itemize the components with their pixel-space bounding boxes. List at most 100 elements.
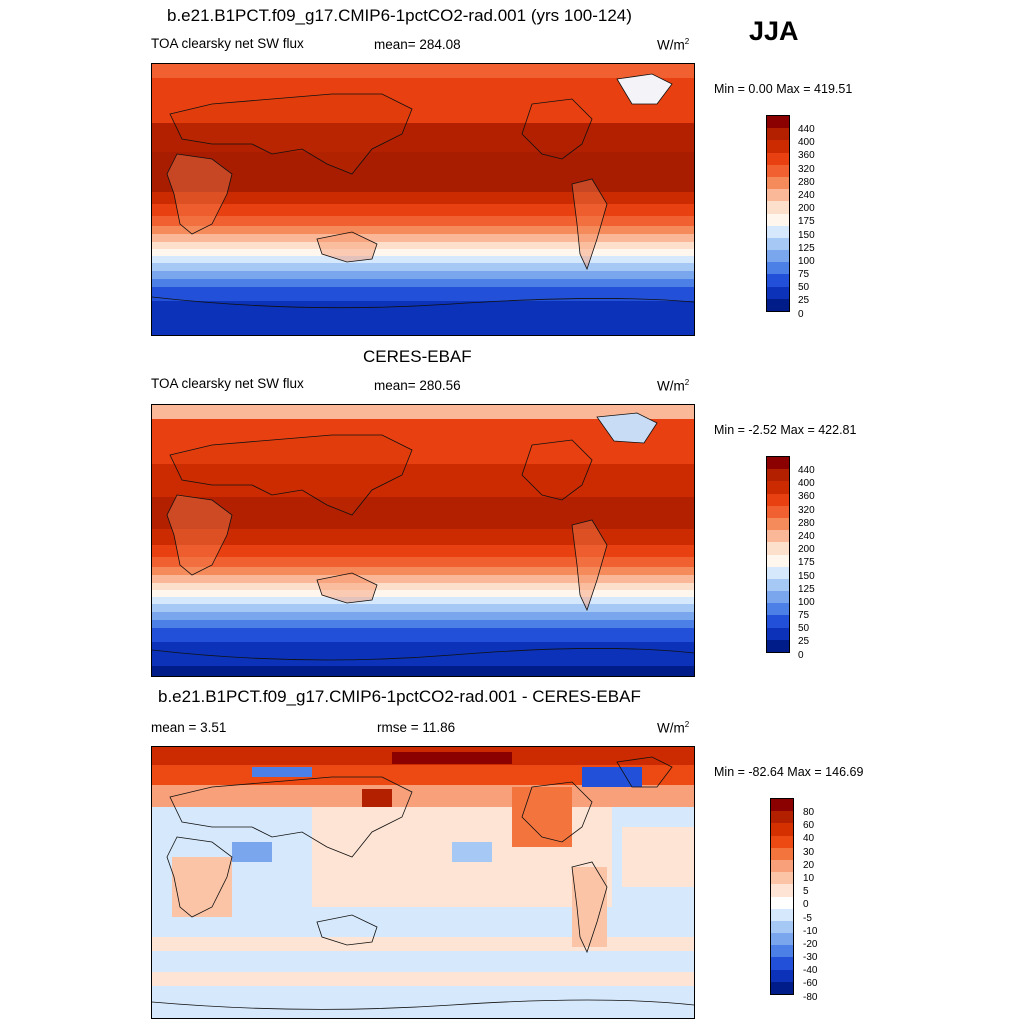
panel-2-map: [151, 404, 695, 677]
panel-3-mean-label: mean = 3.51: [151, 720, 227, 735]
colorbar-swatch: [771, 811, 793, 824]
panel-1-field-label: TOA clearsky net SW flux: [151, 36, 304, 51]
colorbar-swatch: [767, 140, 789, 153]
colorbar-tick: 10: [803, 872, 815, 884]
colorbar-tick: -80: [803, 991, 818, 1003]
colorbar-swatch: [767, 554, 789, 567]
colorbar-swatch: [771, 847, 793, 860]
colorbar-swatch: [767, 213, 789, 226]
colorbar-swatch: [767, 152, 789, 165]
colorbar-swatch: [767, 481, 789, 494]
colorbar-tick: 20: [803, 859, 815, 871]
panel-2-mean-label: mean= 280.56: [374, 378, 461, 393]
colorbar-tick: 60: [803, 820, 815, 832]
panel-3-units: W/m2: [657, 720, 690, 736]
colorbar-swatch: [771, 957, 793, 970]
colorbar-swatch: [767, 615, 789, 628]
colorbar-swatch: [767, 274, 789, 287]
colorbar-swatch: [771, 884, 793, 897]
colorbar-swatch: [767, 566, 789, 579]
panel-3-colorbar: [770, 798, 794, 995]
colorbar-swatch: [771, 823, 793, 836]
colorbar-swatch: [767, 517, 789, 531]
colorbar-tick: 0: [803, 899, 809, 911]
colorbar-tick: 400: [798, 137, 815, 149]
colorbar-tick: 50: [798, 623, 810, 635]
colorbar-swatch: [767, 457, 789, 470]
panel-1-minmax: Min = 0.00 Max = 419.51: [714, 82, 853, 96]
colorbar-swatch: [767, 201, 789, 214]
colorbar-swatch: [771, 799, 793, 812]
colorbar-swatch: [771, 933, 793, 946]
colorbar-tick: -20: [803, 938, 818, 950]
colorbar-tick: 400: [798, 478, 815, 490]
colorbar-tick: 75: [798, 610, 810, 622]
colorbar-swatch: [767, 237, 789, 251]
colorbar-swatch: [767, 603, 789, 616]
colorbar-tick: 40: [803, 833, 815, 845]
colorbar-tick: 75: [798, 269, 810, 281]
colorbar-swatch: [767, 627, 789, 640]
colorbar-tick: 360: [798, 491, 815, 503]
colorbar-swatch: [771, 920, 793, 934]
panel-3-map: [151, 746, 695, 1019]
panel-3-rmse-label: rmse = 11.86: [377, 720, 456, 735]
colorbar-tick: 440: [798, 124, 815, 135]
panel-2-field-label: TOA clearsky net SW flux: [151, 376, 304, 391]
panel-2-zonal-bands: [152, 405, 694, 676]
colorbar-tick: -10: [803, 925, 818, 937]
colorbar-swatch: [771, 908, 793, 921]
panel-3-colorbar-labels: 80 60 40 30 20 10 5 0 -5 -10 -20 -30 -40…: [803, 806, 817, 1004]
panel-1-zonal-bands: [152, 64, 694, 335]
panel-1-units: W/m2: [657, 37, 690, 53]
colorbar-tick: 0: [798, 649, 804, 661]
colorbar-tick: 175: [798, 216, 815, 228]
colorbar-tick: -5: [803, 912, 812, 924]
colorbar-tick: 125: [798, 583, 815, 595]
colorbar-swatch: [767, 530, 789, 543]
colorbar-tick: 440: [798, 465, 815, 476]
colorbar-tick: 320: [798, 504, 815, 516]
colorbar-swatch: [767, 164, 789, 177]
colorbar-swatch: [767, 189, 789, 202]
panel-1-colorbar-labels: 440 400 360 320 280 240 200 175 150 125 …: [798, 123, 815, 321]
panel-2-units: W/m2: [657, 378, 690, 394]
colorbar-tick: 200: [798, 203, 815, 215]
colorbar-tick: 80: [803, 807, 815, 818]
colorbar-swatch: [767, 639, 789, 652]
colorbar-tick: 25: [798, 295, 810, 307]
colorbar-tick: 25: [798, 636, 810, 648]
colorbar-swatch: [771, 896, 793, 909]
colorbar-tick: -60: [803, 978, 818, 990]
colorbar-swatch: [771, 969, 793, 982]
colorbar-swatch: [767, 542, 789, 555]
colorbar-tick: 280: [798, 517, 815, 529]
panel-3-minmax: Min = -82.64 Max = 146.69: [714, 765, 864, 779]
colorbar-swatch: [767, 591, 789, 604]
colorbar-swatch: [771, 835, 793, 848]
panel-1-colorbar: [766, 115, 790, 312]
colorbar-swatch: [767, 176, 789, 190]
colorbar-tick: 150: [798, 570, 815, 582]
colorbar-swatch: [767, 116, 789, 129]
panel-2-colorbar-labels: 440 400 360 320 280 240 200 175 150 125 …: [798, 464, 815, 662]
colorbar-tick: -30: [803, 952, 818, 964]
colorbar-tick: 0: [798, 308, 804, 320]
panel-2-continents: [152, 412, 694, 661]
colorbar-tick: 320: [798, 163, 815, 175]
colorbar-swatch: [767, 262, 789, 275]
panel-2-title: CERES-EBAF: [363, 347, 472, 366]
colorbar-tick: 175: [798, 557, 815, 569]
panel-3-background: [152, 747, 694, 1018]
panel-1-title: b.e21.B1PCT.f09_g17.CMIP6-1pctCO2-rad.00…: [167, 6, 632, 25]
colorbar-tick: 100: [798, 255, 815, 267]
colorbar-tick: 125: [798, 242, 815, 254]
panel-3-continents: [152, 756, 694, 1010]
panel-3-title: b.e21.B1PCT.f09_g17.CMIP6-1pctCO2-rad.00…: [158, 687, 641, 706]
colorbar-swatch: [771, 981, 793, 994]
colorbar-tick: 360: [798, 150, 815, 162]
colorbar-tick: 240: [798, 189, 815, 201]
colorbar-tick: 200: [798, 544, 815, 556]
panel-1-map: [151, 63, 695, 336]
colorbar-tick: 100: [798, 596, 815, 608]
